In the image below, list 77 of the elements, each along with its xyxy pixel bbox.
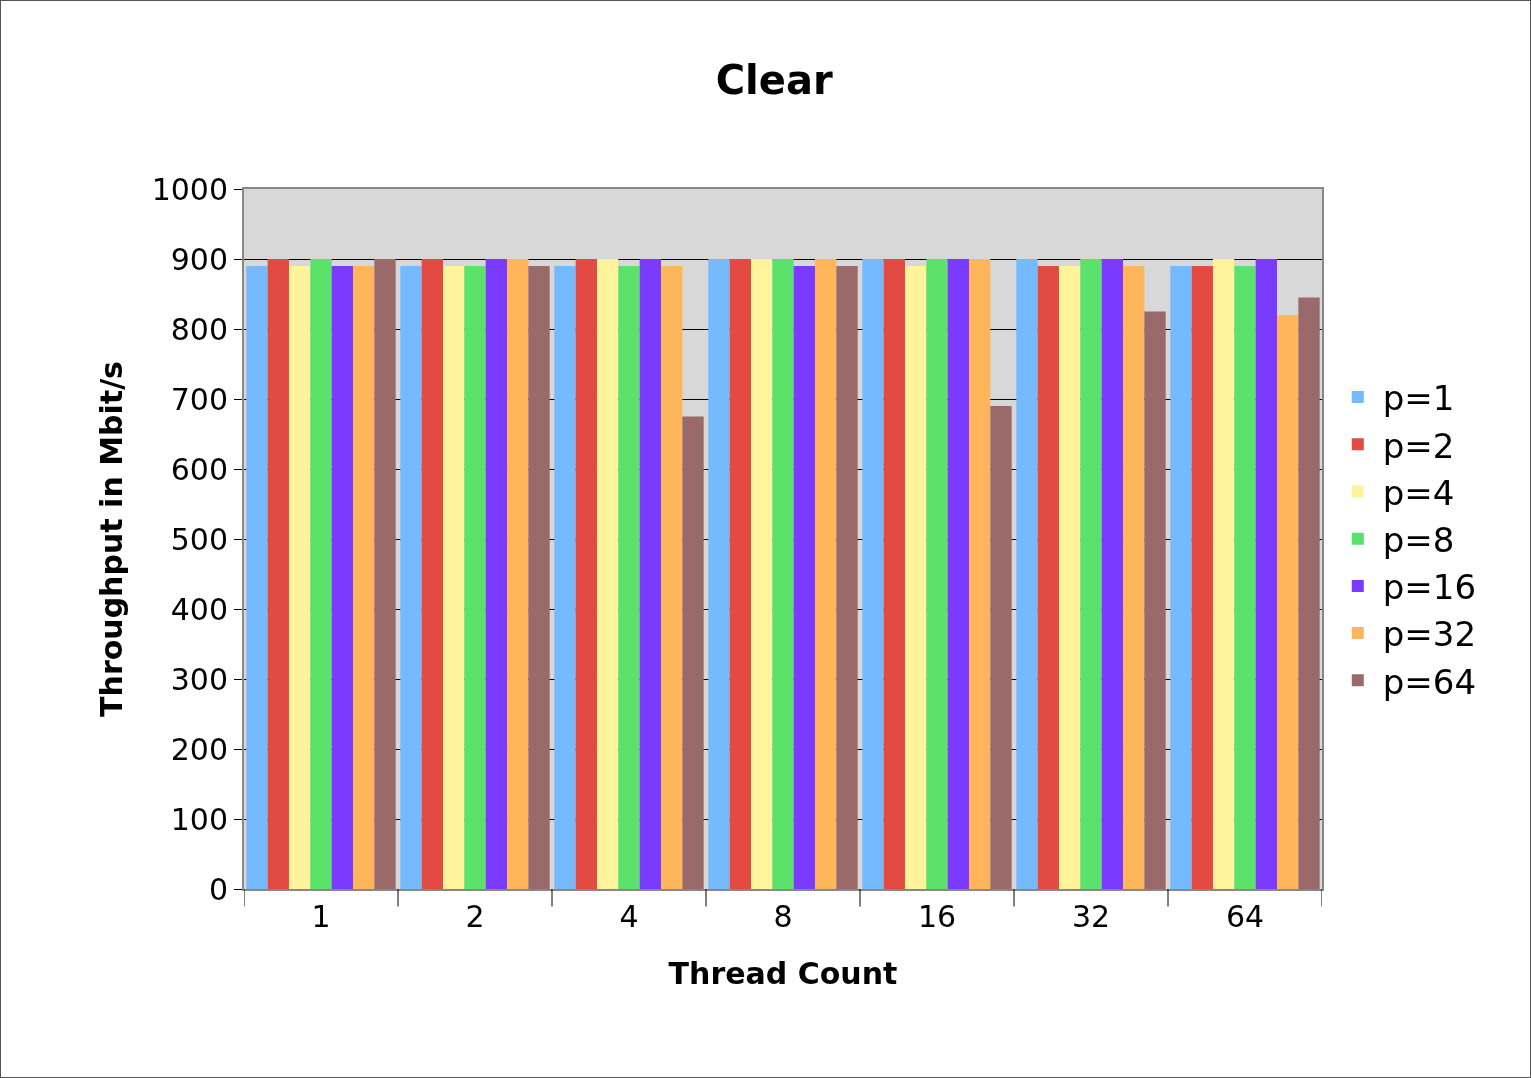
bar [682,416,704,889]
legend-label: p=8 [1382,519,1455,560]
bar [1191,266,1213,889]
bar [862,259,884,889]
bar [353,266,375,889]
bar [1016,259,1038,889]
y-tick-label: 200 [170,731,228,767]
y-tick-label: 900 [170,241,228,277]
bar [793,266,816,889]
y-tick-label: 700 [170,381,228,417]
bar [1298,297,1320,889]
bar [1255,259,1278,889]
bar [1058,266,1081,889]
bar [288,266,311,889]
bar [331,266,354,889]
y-tick-label: 600 [170,451,228,487]
bar [1101,259,1124,889]
legend-label: p=64 [1382,661,1477,702]
legend-label: p=32 [1382,614,1477,655]
bar [1144,311,1166,889]
bar [836,266,858,889]
legend-label: p=2 [1382,425,1455,466]
x-tick-label: 16 [917,899,957,934]
bar [1277,315,1299,889]
bar [267,259,289,889]
bar [310,259,332,889]
bar [374,259,396,889]
chart-title: Clear [715,56,833,103]
bar [528,266,550,889]
x-tick-label: 4 [619,899,639,934]
bar [772,259,794,889]
bar [1212,259,1235,889]
y-tick-label: 0 [208,871,228,907]
y-tick-label: 800 [170,311,228,347]
y-tick-label: 400 [170,591,228,627]
bar [1123,266,1145,889]
bar [554,266,576,889]
x-axis-title: Thread Count [668,956,898,991]
bar [1170,266,1192,889]
y-tick-label: 300 [170,661,228,697]
y-tick-label: 100 [170,801,228,837]
bar [883,259,905,889]
x-tick-label: 8 [773,899,793,934]
bar [507,259,529,889]
bar [1234,266,1256,889]
x-tick-label: 1 [311,899,331,934]
y-tick-label: 1000 [151,171,228,207]
bar [464,266,486,889]
bar [926,259,948,889]
bar [421,259,443,889]
bar [815,259,837,889]
legend-label: p=16 [1382,567,1477,608]
bar [969,259,991,889]
bar [661,266,683,889]
bar [990,406,1012,889]
bar [618,266,640,889]
bar [750,259,773,889]
x-tick-label: 32 [1071,899,1111,934]
x-tick-label: 64 [1225,899,1265,934]
bar [400,266,422,889]
bar [1080,259,1102,889]
bar [575,259,597,889]
y-tick-label: 500 [170,521,228,557]
bar [729,259,751,889]
bar [904,266,927,889]
bar [708,259,730,889]
y-axis-title: Throughput in Mbit/s [94,361,130,717]
x-tick-label: 2 [465,899,485,934]
legend-label: p=4 [1382,472,1455,513]
bar [596,259,619,889]
bar [639,259,662,889]
bar [947,259,970,889]
bar [246,266,268,889]
bar [1037,266,1059,889]
bar [485,259,508,889]
legend-label: p=1 [1382,378,1455,419]
bar [442,266,465,889]
